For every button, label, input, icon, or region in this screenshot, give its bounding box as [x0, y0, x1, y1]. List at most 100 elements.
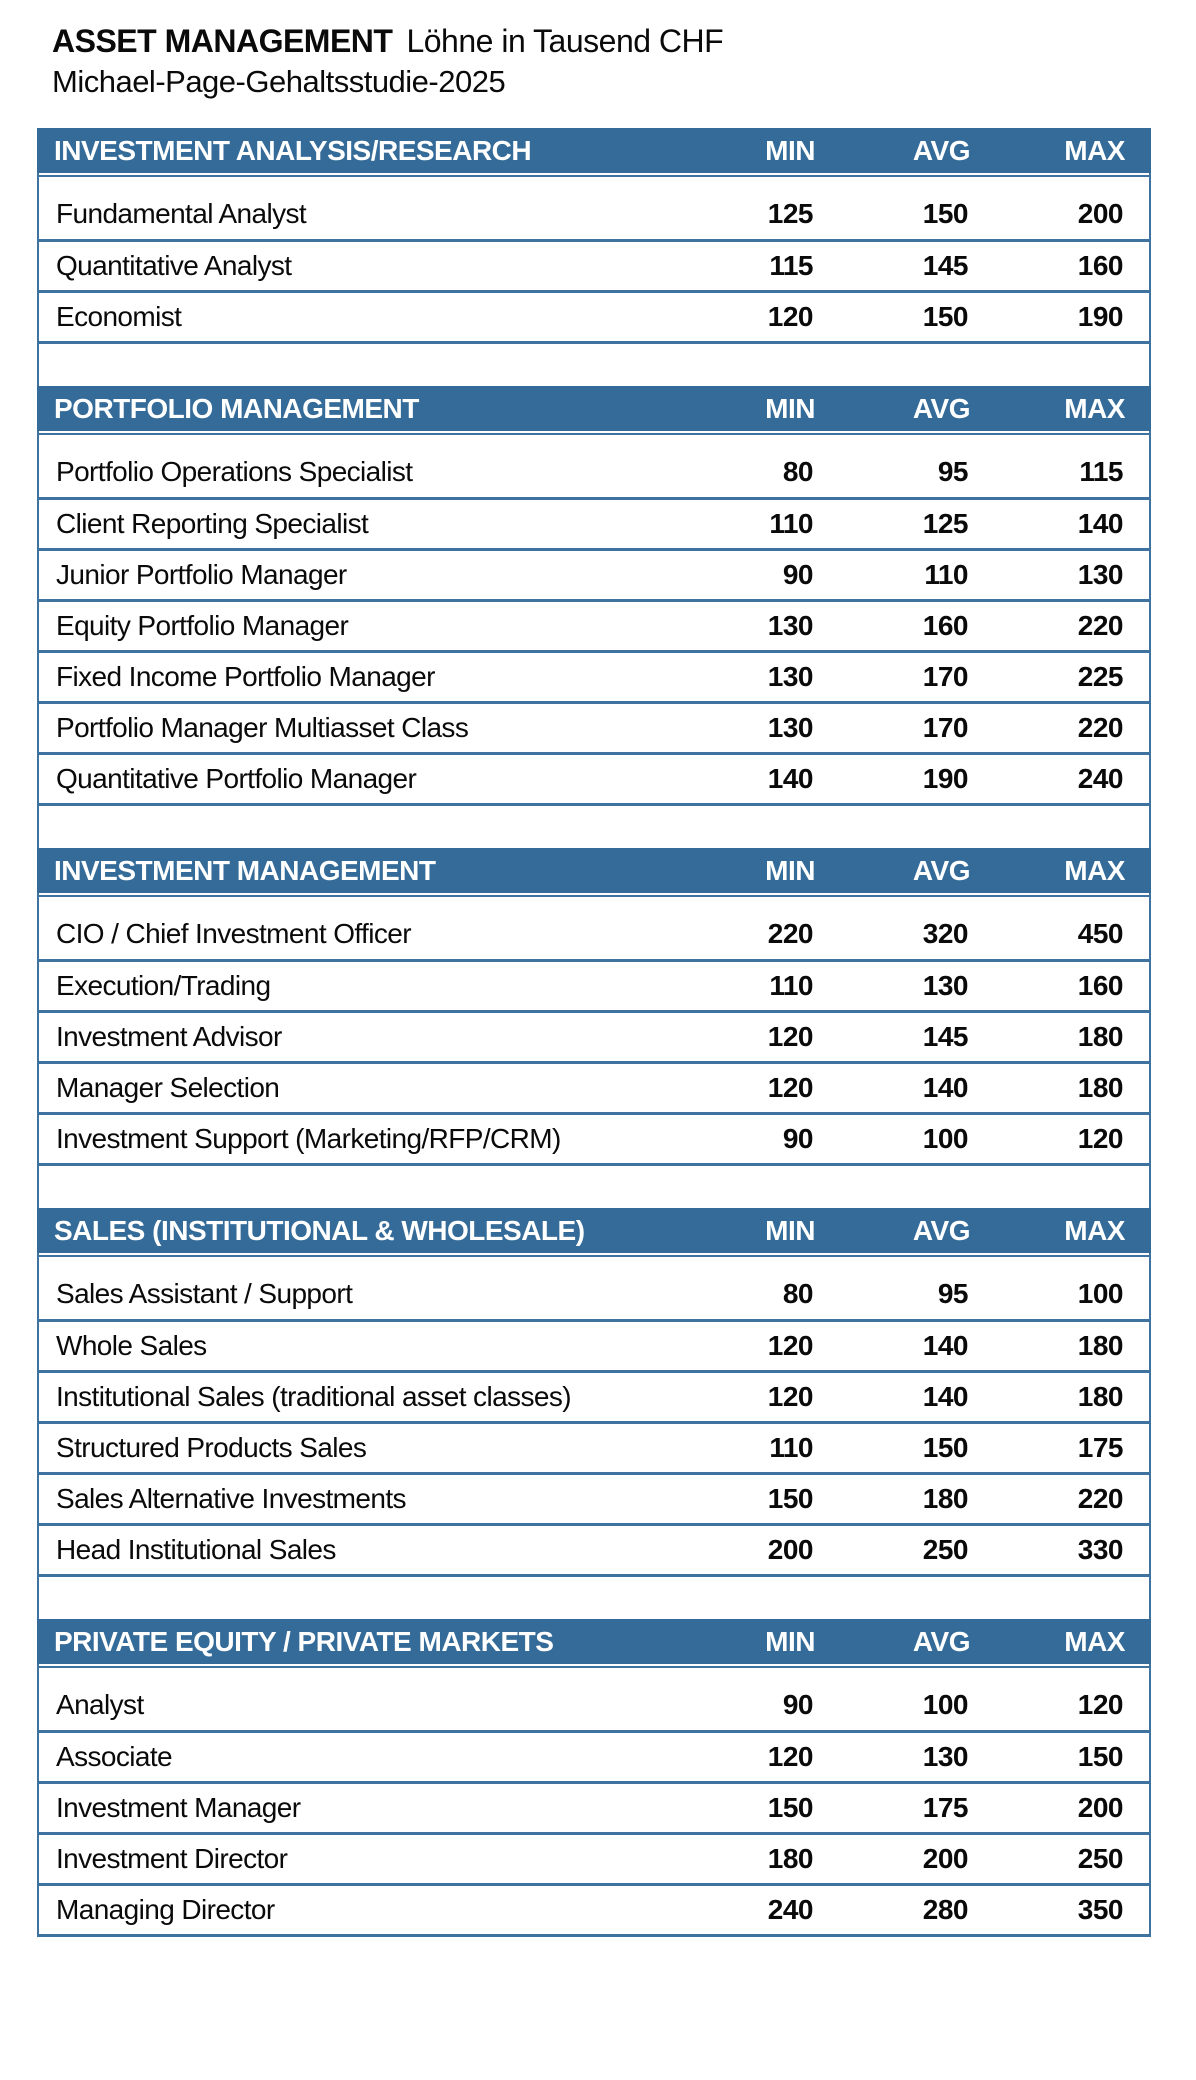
column-header-avg: AVG: [912, 1625, 971, 1657]
cell-avg: 180: [922, 1483, 969, 1514]
table-row: Quantitative Analyst 115 145 160: [39, 239, 1149, 290]
cell-max: 160: [1077, 970, 1124, 1001]
cell-min: 180: [767, 1843, 814, 1874]
table-row: Quantitative Portfolio Manager 140 190 240: [39, 752, 1149, 803]
table-row: Analyst 90 100 120: [39, 1668, 1149, 1730]
table-row: Economist 120 150 190: [39, 290, 1149, 341]
cell-min: 90: [782, 559, 814, 590]
table-row: Sales Alternative Investments 150 180 220: [39, 1472, 1149, 1523]
row-label: Structured Products Sales: [56, 1432, 367, 1463]
cell-min: 110: [769, 970, 813, 1001]
cell-min: 120: [767, 1330, 814, 1361]
cell-min: 130: [767, 661, 814, 692]
column-header-max: MAX: [1064, 1625, 1125, 1657]
column-header-avg: AVG: [912, 134, 971, 166]
section-rows: Portfolio Operations Specialist 80 95 115 Cl…: [39, 433, 1149, 806]
row-label: CIO / Chief Investment Officer: [56, 918, 412, 949]
column-header-min: MIN: [765, 1625, 815, 1657]
section-gap: [39, 806, 1149, 848]
row-label: Institutional Sales (traditional asset c…: [56, 1381, 572, 1412]
row-label: Quantitative Portfolio Manager: [56, 763, 417, 794]
cell-min: 120: [767, 1741, 814, 1772]
row-label: Junior Portfolio Manager: [56, 559, 347, 590]
cell-avg: 150: [922, 198, 969, 229]
cell-avg: 280: [922, 1894, 969, 1925]
table-row: Structured Products Sales 110 150 175: [39, 1421, 1149, 1472]
table-row: Portfolio Manager Multiasset Class 130 170…: [39, 701, 1149, 752]
cell-min: 140: [767, 763, 814, 794]
row-label: Execution/Trading: [56, 970, 271, 1001]
cell-max: 220: [1077, 1483, 1124, 1514]
cell-min: 120: [767, 1072, 814, 1103]
cell-min: 200: [767, 1534, 814, 1565]
row-label: Portfolio Operations Specialist: [56, 456, 413, 487]
section-title: SALES (INSTITUTIONAL & WHOLESALE): [54, 1214, 585, 1246]
cell-avg: 140: [922, 1330, 969, 1361]
cell-avg: 150: [922, 301, 969, 332]
column-header-min: MIN: [765, 134, 815, 166]
column-header-max: MAX: [1064, 1214, 1125, 1246]
cell-min: 220: [767, 918, 814, 949]
cell-max: 120: [1077, 1689, 1124, 1720]
cell-avg: 170: [922, 661, 969, 692]
row-label: Investment Advisor: [56, 1021, 282, 1052]
table-section: PRIVATE EQUITY / PRIVATE MARKETS MIN AVG MA…: [37, 1619, 1151, 1937]
row-label: Investment Manager: [56, 1792, 301, 1823]
cell-min: 125: [767, 198, 814, 229]
title-block: ASSET MANAGEMENT Löhne in Tausend CHF Mic…: [52, 20, 1196, 102]
row-label: Sales Assistant / Support: [56, 1278, 353, 1309]
column-header-max: MAX: [1064, 134, 1125, 166]
section-gap: [39, 1577, 1149, 1619]
cell-max: 200: [1077, 198, 1124, 229]
row-label: Economist: [56, 301, 182, 332]
row-label: Sales Alternative Investments: [56, 1483, 407, 1514]
cell-max: 350: [1077, 1894, 1124, 1925]
page-title-unit-label: Löhne in Tausend CHF: [406, 23, 724, 59]
section-gap: [39, 1166, 1149, 1208]
cell-avg: 175: [922, 1792, 969, 1823]
cell-avg: 145: [922, 1021, 969, 1052]
table-section: SALES (INSTITUTIONAL & WHOLESALE) MIN AVG M…: [37, 1208, 1151, 1577]
section-header: SALES (INSTITUTIONAL & WHOLESALE) MIN AVG M…: [37, 1208, 1151, 1253]
column-header-min: MIN: [765, 854, 815, 886]
table-row: Fundamental Analyst 125 150 200: [39, 177, 1149, 239]
cell-avg: 150: [922, 1432, 969, 1463]
row-label: Analyst: [56, 1689, 144, 1720]
column-header-min: MIN: [765, 1214, 815, 1246]
row-label: Fundamental Analyst: [56, 198, 307, 229]
row-label: Portfolio Manager Multiasset Class: [56, 712, 469, 743]
cell-max: 100: [1077, 1278, 1124, 1309]
cell-max: 225: [1077, 661, 1124, 692]
row-label: Whole Sales: [56, 1330, 207, 1361]
table-row: Sales Assistant / Support 80 95 100: [39, 1257, 1149, 1319]
cell-max: 140: [1077, 508, 1124, 539]
cell-min: 150: [767, 1483, 814, 1514]
cell-max: 160: [1077, 250, 1124, 281]
table-row: Investment Support (Marketing/RFP/CRM) 90…: [39, 1112, 1149, 1163]
section-rows: CIO / Chief Investment Officer 220 320 450 E…: [39, 895, 1149, 1166]
section-gap: [39, 344, 1149, 386]
cell-avg: 140: [922, 1381, 969, 1412]
row-label: Investment Director: [56, 1843, 288, 1874]
page-title-main: ASSET MANAGEMENT: [52, 23, 393, 59]
cell-max: 200: [1077, 1792, 1124, 1823]
cell-avg: 250: [922, 1534, 969, 1565]
cell-min: 120: [767, 1021, 814, 1052]
cell-min: 130: [767, 712, 814, 743]
cell-avg: 95: [937, 1278, 969, 1309]
section-title: INVESTMENT ANALYSIS/RESEARCH: [54, 134, 532, 166]
section-title: PRIVATE EQUITY / PRIVATE MARKETS: [54, 1625, 554, 1657]
cell-avg: 125: [922, 508, 969, 539]
cell-max: 250: [1077, 1843, 1124, 1874]
cell-avg: 200: [922, 1843, 969, 1874]
cell-max: 450: [1077, 918, 1124, 949]
row-label: Quantitative Analyst: [56, 250, 292, 281]
row-label: Manager Selection: [56, 1072, 280, 1103]
page-subtitle: Michael-Page-Gehaltsstudie-2025: [52, 64, 506, 99]
cell-max: 120: [1077, 1123, 1124, 1154]
cell-min: 80: [782, 1278, 814, 1309]
cell-avg: 130: [922, 1741, 969, 1772]
section-rows: Sales Assistant / Support 80 95 100 Whole Sa…: [39, 1255, 1149, 1577]
cell-max: 220: [1077, 712, 1124, 743]
section-title: INVESTMENT MANAGEMENT: [54, 854, 436, 886]
